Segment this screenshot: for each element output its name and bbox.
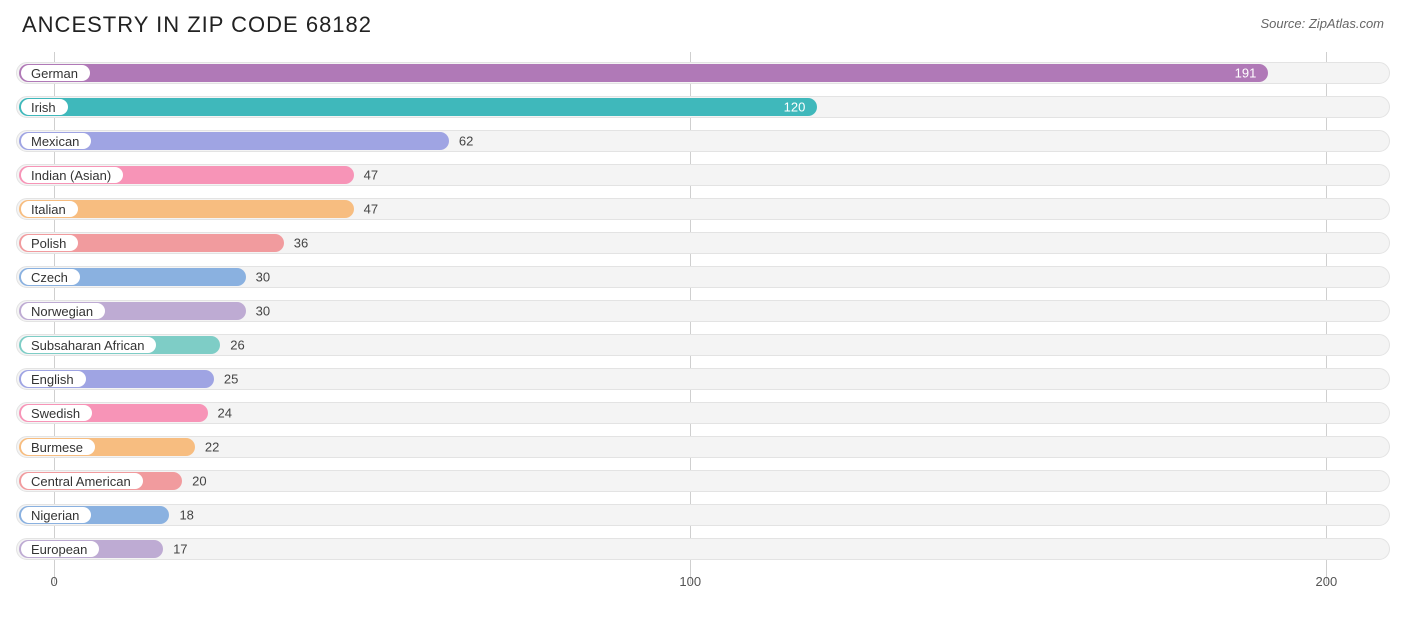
bar-category-label: Indian (Asian) — [21, 167, 123, 183]
bar-category-label: English — [21, 371, 86, 387]
bar-category-label: German — [21, 65, 90, 81]
bar-value-label: 36 — [294, 236, 308, 251]
bar-value-label: 120 — [784, 100, 806, 115]
bar-track: Swedish 24 — [16, 402, 1390, 424]
bar-track: Burmese 22 — [16, 436, 1390, 458]
bar-category-label: Czech — [21, 269, 80, 285]
bar-row: English 25 — [16, 362, 1390, 396]
bar-row: Polish 36 — [16, 226, 1390, 260]
bar-track: Mexican 62 — [16, 130, 1390, 152]
x-axis-tick-label: 0 — [51, 574, 58, 589]
bar-category-label: Irish — [21, 99, 68, 115]
bar-row: Burmese 22 — [16, 430, 1390, 464]
bar-row: Swedish 24 — [16, 396, 1390, 430]
bar-category-label: Subsaharan African — [21, 337, 156, 353]
bar-value-label: 18 — [179, 508, 193, 523]
bar-track: Italian 47 — [16, 198, 1390, 220]
bar-value-label: 17 — [173, 542, 187, 557]
x-axis-tick-label: 100 — [679, 574, 701, 589]
bar-fill — [19, 64, 1268, 82]
bar-category-label: European — [21, 541, 99, 557]
bar-category-label: Italian — [21, 201, 78, 217]
bar-row: Central American 20 — [16, 464, 1390, 498]
bar-value-label: 30 — [256, 304, 270, 319]
bar-value-label: 47 — [364, 168, 378, 183]
bar-row: Indian (Asian) 47 — [16, 158, 1390, 192]
bar-row: European 17 — [16, 532, 1390, 566]
bar-value-label: 20 — [192, 474, 206, 489]
bar-value-label: 26 — [230, 338, 244, 353]
bar-value-label: 25 — [224, 372, 238, 387]
bar-row: Norwegian 30 — [16, 294, 1390, 328]
header: ANCESTRY IN ZIP CODE 68182 Source: ZipAt… — [0, 0, 1406, 46]
bar-track: European 17 — [16, 538, 1390, 560]
bar-track: Czech 30 — [16, 266, 1390, 288]
bar-track: Central American 20 — [16, 470, 1390, 492]
chart-title: ANCESTRY IN ZIP CODE 68182 — [22, 12, 372, 38]
bar-value-label: 22 — [205, 440, 219, 455]
bar-category-label: Central American — [21, 473, 143, 489]
bar-row: Czech 30 — [16, 260, 1390, 294]
bar-value-label: 191 — [1235, 66, 1257, 81]
bar-value-label: 47 — [364, 202, 378, 217]
x-axis-tick-label: 200 — [1316, 574, 1338, 589]
bar-row: Subsaharan African 26 — [16, 328, 1390, 362]
bar-category-label: Swedish — [21, 405, 92, 421]
bar-track: Norwegian 30 — [16, 300, 1390, 322]
bar-track: Nigerian 18 — [16, 504, 1390, 526]
x-axis: 0 100 200 — [16, 572, 1390, 594]
bar-row: Mexican 62 — [16, 124, 1390, 158]
bar-value-label: 62 — [459, 134, 473, 149]
bar-value-label: 30 — [256, 270, 270, 285]
bar-category-label: Norwegian — [21, 303, 105, 319]
bar-track: Indian (Asian) 47 — [16, 164, 1390, 186]
bar-track: English 25 — [16, 368, 1390, 390]
bar-fill — [19, 98, 817, 116]
bar-category-label: Burmese — [21, 439, 95, 455]
chart-area: German 191 Irish 120 Mexican 62 Indian (Asian)… — [16, 52, 1390, 612]
bar-row: German 191 — [16, 56, 1390, 90]
bar-row: Italian 47 — [16, 192, 1390, 226]
bar-category-label: Polish — [21, 235, 78, 251]
source-attribution: Source: ZipAtlas.com — [1260, 16, 1384, 31]
bar-row: Irish 120 — [16, 90, 1390, 124]
bar-rows: German 191 Irish 120 Mexican 62 Indian (Asian)… — [16, 52, 1390, 566]
bar-value-label: 24 — [218, 406, 232, 421]
bar-track: Subsaharan African 26 — [16, 334, 1390, 356]
bar-track: Polish 36 — [16, 232, 1390, 254]
bar-row: Nigerian 18 — [16, 498, 1390, 532]
bar-category-label: Mexican — [21, 133, 91, 149]
bar-track: German 191 — [16, 62, 1390, 84]
bar-track: Irish 120 — [16, 96, 1390, 118]
bar-category-label: Nigerian — [21, 507, 91, 523]
